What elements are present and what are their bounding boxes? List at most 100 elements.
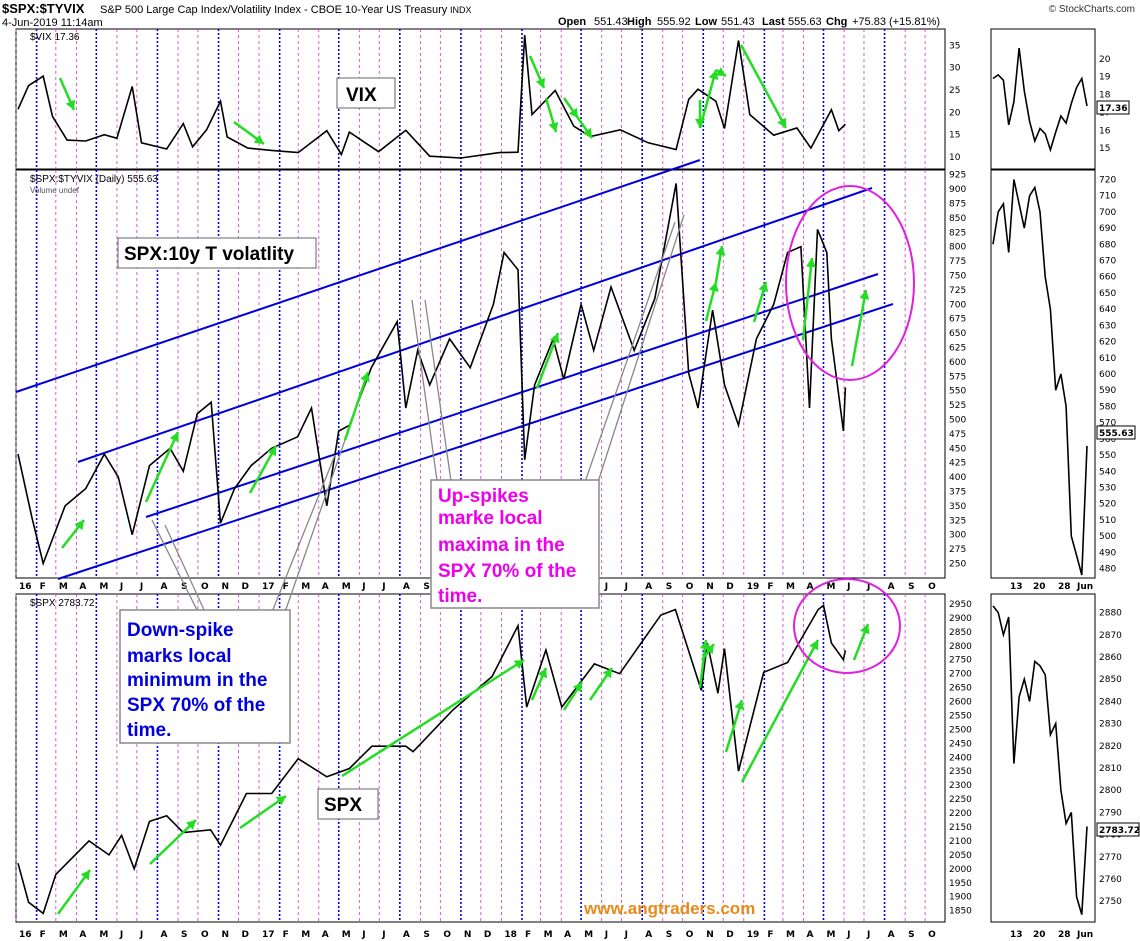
x-tick-label: J [866, 582, 870, 592]
green-arrow [535, 332, 560, 389]
inset-x-tick-label: 28 [1058, 582, 1071, 592]
vix-label: VIX [346, 85, 377, 106]
inset-ratio-ytick: 550 [1099, 451, 1116, 461]
inset-spx-ytick: 2790 [1099, 808, 1122, 818]
up-spikes-callout: Up-spikes marke local maxima in the SPX … [430, 479, 600, 609]
green-arrow [341, 658, 525, 778]
main-ratio-ytick: 325 [949, 516, 966, 526]
vix-last-tag: 17.36 [1096, 100, 1130, 115]
x-tick-label: J [604, 582, 608, 592]
x-tick-label: 17 [262, 582, 275, 592]
header-exchange: INDX [450, 5, 472, 15]
main-spx-ytick: 2950 [949, 600, 972, 610]
x-tick-label: J [139, 582, 143, 592]
x-tick-label: M [59, 930, 68, 940]
main-ratio-ytick: 500 [949, 415, 966, 425]
main-spx-ytick: 1950 [949, 879, 972, 889]
x-tick-label: M [342, 930, 351, 940]
x-tick-label: S [666, 582, 672, 592]
main-vix-line [17, 35, 846, 159]
up-line-5: time. [438, 586, 482, 607]
svg-text:marke local: marke local [438, 508, 543, 529]
inset-ratio-ytick: 650 [1099, 289, 1116, 299]
main-ratio-ytick: 575 [949, 372, 966, 382]
last-value: 555.63 [788, 16, 822, 28]
x-tick-label: 18 [504, 930, 517, 940]
up-line-2: marke local [438, 508, 543, 529]
inset-ratio-ytick: 680 [1099, 240, 1116, 250]
x-tick-label: O [686, 582, 694, 592]
main-ratio-ytick: 800 [949, 243, 966, 253]
green-arrow [144, 431, 180, 503]
open-label: Open [558, 16, 586, 28]
main-ratio-ytick: 525 [949, 401, 966, 411]
inset-spx-frame [990, 593, 1096, 923]
x-tick-label: M [99, 930, 108, 940]
inset-vix-ytick: 20 [1099, 55, 1111, 65]
x-tick-label: F [767, 582, 773, 592]
inset-spx-ytick: 2770 [1099, 853, 1122, 863]
x-tick-label: A [322, 582, 329, 592]
inset-ratio-ytick: 510 [1099, 516, 1116, 526]
inset-x-tick-label: Jun [1076, 582, 1093, 592]
site-watermark: www.angtraders.com [583, 899, 755, 918]
main-spx-ytick: 2200 [949, 809, 972, 819]
svg-text:time.: time. [127, 720, 171, 741]
low-label: Low [695, 16, 717, 28]
main-spx-ytick: 2700 [949, 670, 972, 680]
x-axis-ticks: 16FMAMJJASOND17FMAMJJASOND18FMAMJJASOND1… [19, 582, 1093, 940]
down-line-5: time. [127, 720, 171, 741]
x-tick-label: A [807, 930, 814, 940]
x-tick-label: A [888, 930, 895, 940]
main-ratio-ytick: 450 [949, 444, 966, 454]
green-arrow [801, 257, 814, 341]
x-tick-label: O [443, 930, 451, 940]
x-tick-label: D [726, 582, 733, 592]
inset-ratio-ytick: 720 [1099, 175, 1116, 185]
main-spx-ytick: 2850 [949, 628, 972, 638]
x-tick-label: A [645, 930, 652, 940]
x-tick-label: D [241, 582, 248, 592]
x-tick-label: S [908, 582, 914, 592]
inset-ratio-ytick: 610 [1099, 354, 1116, 364]
x-tick-label: 17 [262, 930, 275, 940]
inset-ratio-ytick: 630 [1099, 321, 1116, 331]
main-vix-ytick: 15 [949, 131, 960, 141]
x-tick-label: D [484, 930, 491, 940]
main-ratio-ytick: 725 [949, 286, 966, 296]
price-series [17, 35, 1088, 915]
inset-ratio-ytick: 600 [1099, 370, 1116, 380]
green-arrow [149, 819, 197, 865]
main-spx-ytick: 2250 [949, 795, 972, 805]
main-ratio-ytick: 775 [949, 257, 966, 267]
main-ratio-ytick: 600 [949, 358, 966, 368]
x-tick-label: S [423, 930, 429, 940]
inset-ratio-ytick: 530 [1099, 483, 1116, 493]
main-ratio-ytick: 875 [949, 200, 966, 210]
x-tick-label: F [40, 582, 46, 592]
green-arrow-head [267, 446, 277, 457]
inset-spx-ytick: 2820 [1099, 742, 1122, 752]
volume-legend: Volume undef [30, 186, 80, 195]
main-spx-ytick: 2600 [949, 698, 972, 708]
x-tick-label: M [786, 930, 795, 940]
x-tick-label: A [79, 930, 86, 940]
x-tick-label: N [706, 930, 714, 940]
main-ratio-ytick: 475 [949, 430, 966, 440]
ratio-label-box: SPX:10y T volatlity [117, 237, 317, 269]
last-label: Last [762, 16, 785, 28]
main-ratio-line [17, 183, 847, 567]
x-tick-label: J [119, 582, 123, 592]
main-ratio-ytick: 300 [949, 531, 966, 541]
green-arrow-head [777, 117, 787, 128]
x-tick-label: M [59, 582, 68, 592]
main-spx-ytick: 2000 [949, 865, 972, 875]
inset-x-tick-label: 28 [1058, 930, 1071, 940]
chg-value: +75.83 (+15.81%) [852, 16, 940, 28]
x-tick-label: A [322, 930, 329, 940]
x-tick-label: S [181, 582, 187, 592]
main-ratio-ytick: 675 [949, 315, 966, 325]
ratio-last-value: 555.63 [1099, 429, 1134, 439]
inset-ratio-ytick: 620 [1099, 338, 1116, 348]
main-ratio-ytick: 275 [949, 545, 966, 555]
